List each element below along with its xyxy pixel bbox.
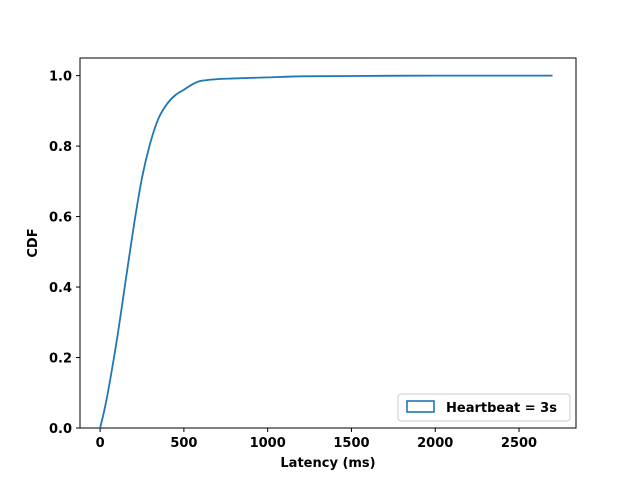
y-tick-label: 1.0 [49,70,72,85]
y-tick-label: 0.6 [49,211,72,226]
x-tick-label: 2500 [501,436,537,451]
x-axis-ticks: 0 500 1000 1500 2000 2500 [96,428,537,451]
x-tick-label: 1500 [333,436,369,451]
plot-area [79,57,577,429]
y-axis-label: CDF [26,228,41,257]
legend-label: Heartbeat = 3s [446,401,557,416]
x-tick-label: 1000 [250,436,286,451]
y-tick-label: 0.8 [49,140,72,155]
y-tick-label: 0.2 [49,352,72,367]
legend: Heartbeat = 3s [397,393,571,422]
x-tick-label: 0 [96,436,105,451]
series-layer [99,74,553,429]
series-line-0 [99,74,553,429]
y-tick-label: 0.4 [49,281,72,296]
x-tick-label: 2000 [417,436,453,451]
x-tick-label: 500 [170,436,197,451]
legend-swatch [406,400,435,413]
legend-frame [397,393,571,422]
y-axis-ticks: 0.0 0.2 0.4 0.6 0.8 1.0 [49,70,80,437]
y-tick-label: 0.0 [49,422,72,437]
x-axis-label: Latency (ms) [280,456,375,471]
